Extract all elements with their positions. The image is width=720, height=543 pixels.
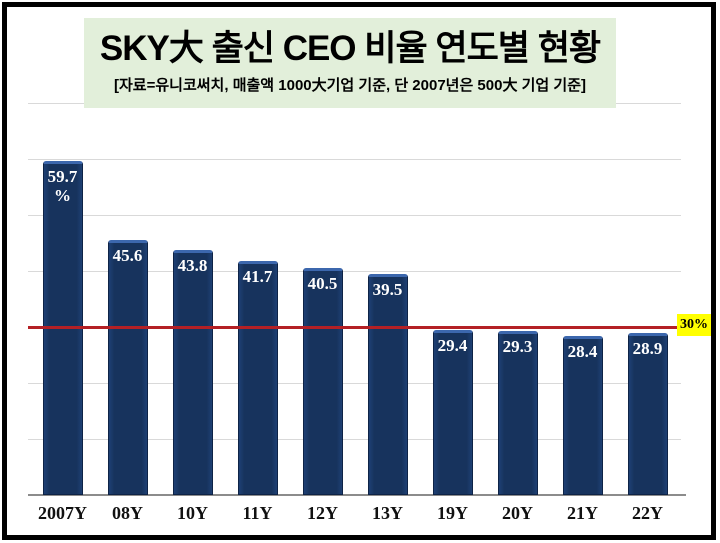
- bar-12Y: 40.5: [302, 268, 343, 495]
- bar-value-label: 29.3: [502, 336, 533, 356]
- bar-10Y: 43.8: [172, 249, 213, 495]
- x-axis-label-11Y: 11Y: [242, 503, 273, 523]
- x-axis-label-2007Y: 2007Y: [38, 503, 87, 523]
- bar-20Y: 29.3: [497, 330, 538, 495]
- x-axis-label-13Y: 13Y: [372, 503, 403, 523]
- bar-value-label: 29.4: [437, 336, 468, 356]
- x-axis-label-19Y: 19Y: [437, 503, 468, 523]
- bar-value-label: 28.4: [567, 341, 598, 361]
- x-axis-label-21Y: 21Y: [567, 503, 598, 523]
- bar-value-label: 59.7%: [47, 166, 78, 206]
- chart-subtitle: [자료=유니코써치, 매출액 1000大기업 기준, 단 2007년은 500大…: [114, 77, 586, 95]
- bar-value-label: 28.9: [632, 339, 663, 359]
- gridline-20-percent: [28, 383, 681, 384]
- bar-value-label: 39.5: [372, 279, 403, 299]
- reference-line-30-percent: [28, 325, 677, 329]
- gridline-60-percent: [28, 159, 681, 160]
- x-axis-label-12Y: 12Y: [307, 503, 338, 523]
- gridline-40-percent: [28, 271, 681, 272]
- reference-line-label: 30%: [677, 314, 711, 336]
- bar-08Y: 45.6: [107, 239, 148, 495]
- x-axis-label-10Y: 10Y: [177, 503, 208, 523]
- bar-19Y: 29.4: [432, 330, 473, 495]
- x-axis-label-20Y: 20Y: [502, 503, 533, 523]
- bar-value-label: 41.7: [242, 267, 273, 287]
- gridline-50-percent: [28, 215, 681, 216]
- bar-value-label: 40.5: [307, 274, 338, 294]
- x-axis-line: [28, 494, 686, 496]
- x-axis-label-08Y: 08Y: [112, 503, 143, 523]
- bar-value-label: 45.6: [112, 245, 143, 265]
- x-axis-label-22Y: 22Y: [632, 503, 663, 523]
- bar-value-label: 43.8: [177, 255, 208, 275]
- bar-21Y: 28.4: [562, 335, 603, 495]
- bar-11Y: 41.7: [237, 261, 278, 495]
- chart-title: SKY大 출신 CEO 비율 연도별 현황: [99, 28, 601, 68]
- bar-22Y: 28.9: [627, 333, 668, 495]
- gridline-10-percent: [28, 439, 681, 440]
- title-box: SKY大 출신 CEO 비율 연도별 현황 [자료=유니코써치, 매출액 100…: [84, 18, 616, 108]
- bar-13Y: 39.5: [367, 273, 408, 495]
